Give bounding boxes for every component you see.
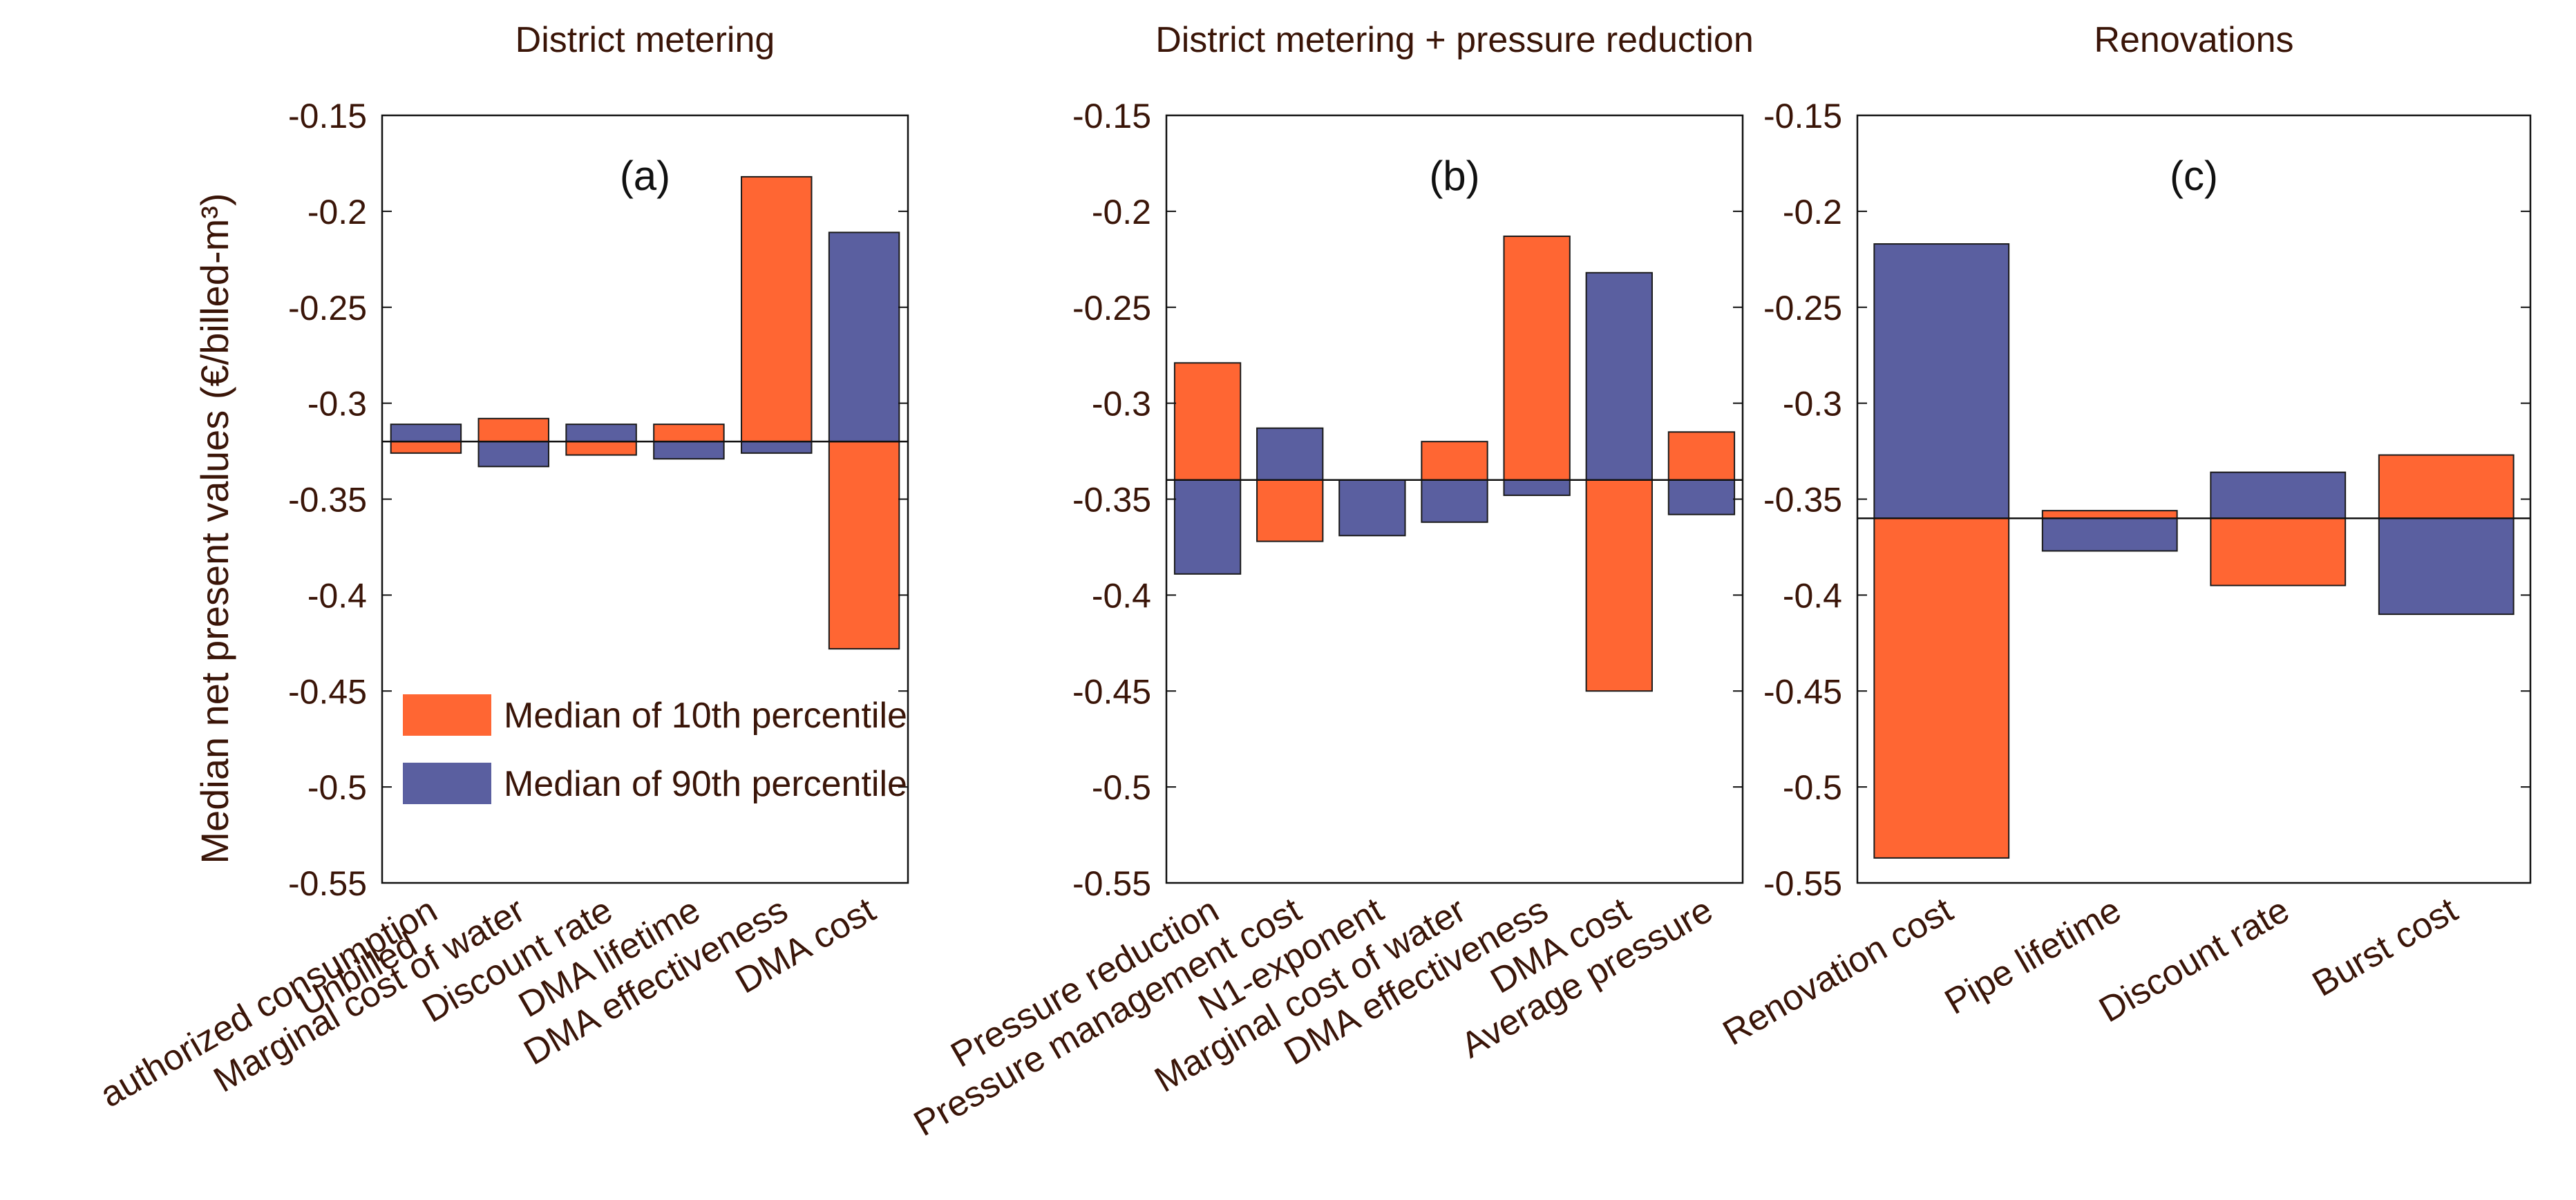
category-label: Discount rate — [2092, 890, 2295, 1030]
y-tick-label: -0.4 — [1783, 576, 1842, 615]
legend-swatch — [403, 694, 491, 736]
y-tick-label: -0.45 — [288, 672, 367, 711]
bar-p10 — [1256, 479, 1324, 542]
y-tick-label: -0.25 — [1763, 289, 1842, 327]
y-tick-label: -0.35 — [288, 481, 367, 520]
y-axis-label: Median net present values (€/billed-m³) — [193, 193, 236, 864]
bar-p90 — [2378, 517, 2515, 616]
panels: District metering -0.15 -0.2 -0.25 -0.3 -0.35… — [93, 20, 2532, 1144]
y-tick-label: -0.15 — [288, 97, 367, 135]
y-tick-label: -0.3 — [307, 385, 367, 423]
y-tick-label: -0.45 — [1763, 672, 1842, 711]
bar-p90 — [390, 423, 462, 443]
category-label: Burst cost — [2306, 890, 2465, 1004]
legend-label: Median of 10th percentile — [504, 696, 907, 736]
y-tick-label: -0.5 — [1092, 768, 1151, 807]
y-tick-label: -0.35 — [1763, 481, 1842, 520]
bar-p10 — [390, 441, 462, 454]
legend: Median of 10th percentile Median of 90th … — [403, 694, 907, 804]
bar-p10 — [2041, 510, 2178, 520]
y-tick-label: -0.35 — [1072, 481, 1151, 520]
bar-p90 — [477, 441, 549, 468]
bar-p10 — [1873, 517, 2010, 859]
bar-p90 — [1173, 479, 1242, 575]
bar-p90 — [1421, 479, 1488, 523]
y-tick-label: -0.2 — [1783, 193, 1842, 231]
bar-p10 — [1173, 362, 1242, 481]
y-tick-label: -0.55 — [1763, 864, 1842, 903]
panel-b: District metering + pressure reduction-0… — [907, 20, 1754, 1144]
y-tick-label: -0.3 — [1783, 385, 1842, 423]
panel-label: (a) — [620, 153, 670, 199]
bar-p10 — [653, 423, 725, 443]
y-tick-label: -0.3 — [1092, 385, 1151, 423]
bar-p10 — [2378, 454, 2515, 520]
bar-p10 — [1503, 235, 1571, 481]
bar-p90 — [2041, 517, 2178, 552]
bar-p90 — [1256, 427, 1324, 481]
bar-p10 — [741, 175, 813, 443]
legend-swatch — [403, 763, 491, 804]
panel-c: Renovations -0.15 -0.2 -0.25 -0.3 -0.35 -0.4 -0… — [1716, 20, 2532, 1054]
panel-label: (c) — [2170, 153, 2218, 199]
y-tick-label: -0.25 — [288, 289, 367, 327]
category-label: Renovation cost — [1716, 890, 1960, 1054]
bar-p90 — [1585, 272, 1653, 481]
y-tick-label: -0.15 — [1072, 97, 1151, 135]
y-tick-label: -0.2 — [1092, 193, 1151, 231]
y-tick-label: -0.2 — [307, 193, 367, 231]
legend-label: Median of 90th percentile — [504, 764, 907, 804]
y-tick-label: -0.5 — [1783, 768, 1842, 807]
bar-p10 — [565, 441, 637, 456]
bar-p90 — [653, 441, 725, 460]
y-tick-label: -0.25 — [1072, 289, 1151, 327]
panel-title: District metering — [515, 20, 775, 60]
bar-p90 — [1503, 479, 1571, 496]
bar-p10 — [1667, 431, 1736, 481]
y-tick-label: -0.45 — [1072, 672, 1151, 711]
bar-p90 — [1873, 243, 2010, 520]
y-tick-label: -0.55 — [288, 864, 367, 903]
panel-title: District metering + pressure reduction — [1155, 20, 1754, 60]
y-tick-label: -0.55 — [1072, 864, 1151, 903]
bar-p90 — [2210, 471, 2347, 520]
panel-title: Renovations — [2094, 20, 2293, 60]
bar-p90 — [828, 231, 900, 443]
bar-p10 — [1421, 441, 1488, 481]
bar-p10 — [1585, 479, 1653, 692]
bar-p90 — [741, 441, 813, 454]
y-tick-label: -0.5 — [307, 768, 367, 807]
panel-label: (b) — [1429, 153, 1479, 199]
y-tick-label: -0.4 — [1092, 576, 1151, 615]
bar-p90 — [1667, 479, 1736, 515]
bar-p10 — [828, 441, 900, 650]
bar-p10 — [2210, 517, 2347, 587]
y-tick-label: -0.15 — [1763, 97, 1842, 135]
y-tick-label: -0.4 — [307, 576, 367, 615]
bar-p10 — [477, 417, 549, 443]
bar-p90 — [1338, 479, 1406, 537]
bar-p90 — [565, 423, 637, 443]
